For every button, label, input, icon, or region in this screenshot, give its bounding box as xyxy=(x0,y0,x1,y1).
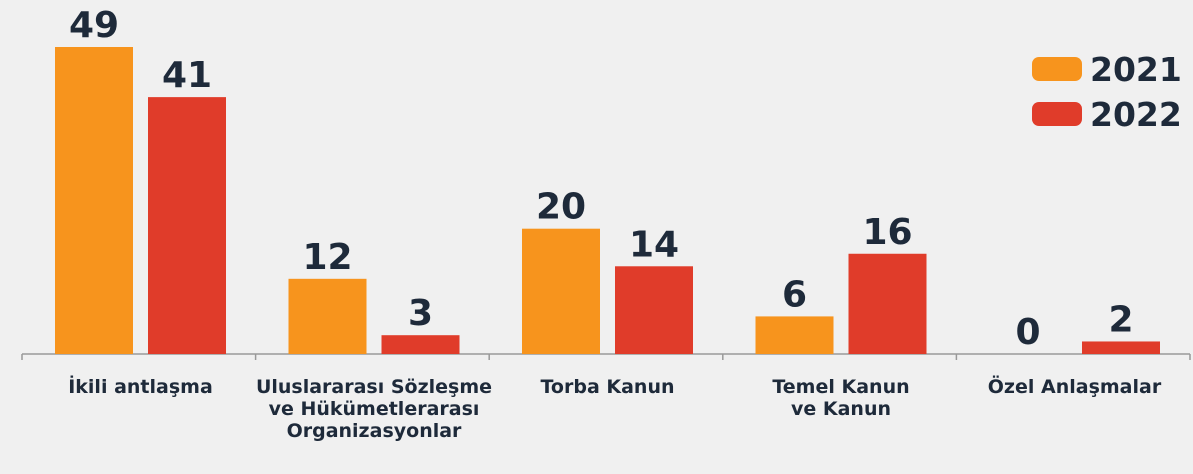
value-label: 3 xyxy=(408,293,433,334)
bar xyxy=(148,97,226,355)
x-tick-label: İkili antlaşma xyxy=(68,376,213,398)
x-tick-label: Uluslararası Sözleşme ve Hükümetlerarası… xyxy=(255,376,493,442)
x-tick-label: Temel Kanun ve Kanun xyxy=(772,376,910,420)
legend-swatch xyxy=(1032,57,1082,81)
bar xyxy=(848,253,927,354)
legend-swatch xyxy=(1032,102,1082,126)
bar xyxy=(288,278,367,354)
bar xyxy=(522,228,600,354)
value-label: 12 xyxy=(302,237,352,278)
bar xyxy=(615,266,693,354)
value-label: 2 xyxy=(1108,299,1133,340)
value-label: 20 xyxy=(536,187,586,228)
value-label: 6 xyxy=(782,274,807,315)
legend-label: 2022 xyxy=(1090,95,1182,134)
bar xyxy=(55,47,133,354)
bar xyxy=(1082,341,1160,354)
x-tick-label: Torba Kanun xyxy=(540,376,675,398)
bar xyxy=(755,316,834,354)
value-label: 16 xyxy=(862,212,912,253)
bar xyxy=(381,335,460,354)
value-label: 14 xyxy=(629,224,679,265)
value-label: 0 xyxy=(1015,312,1040,353)
legend-label: 2021 xyxy=(1090,50,1182,89)
value-label: 41 xyxy=(162,55,212,96)
x-tick-label: Özel Anlaşmalar xyxy=(987,376,1162,398)
value-label: 49 xyxy=(69,5,119,46)
